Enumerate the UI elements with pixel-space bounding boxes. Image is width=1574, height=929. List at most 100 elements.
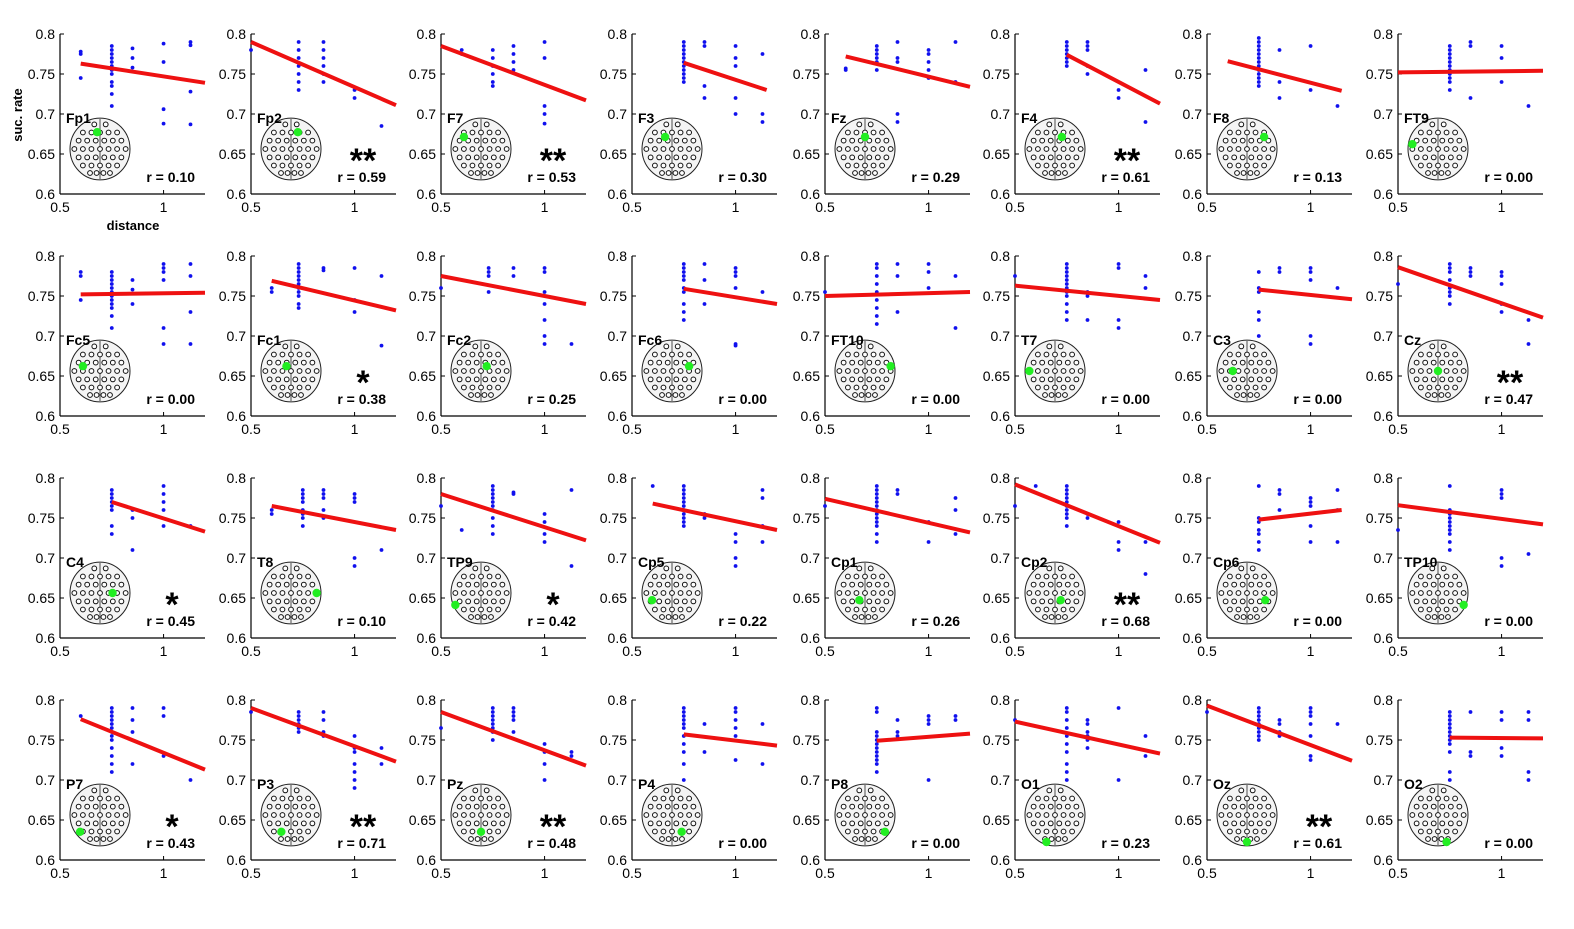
electrode-marker-icon <box>870 162 877 169</box>
y-tick-label: 0.7 <box>608 772 628 788</box>
data-point <box>681 76 686 80</box>
electrode-marker-icon <box>109 137 116 144</box>
data-point <box>321 56 326 60</box>
electrode-marker-icon <box>1043 606 1050 613</box>
electrode-marker-icon <box>305 129 312 136</box>
data-point <box>321 492 326 496</box>
electrode-marker-icon <box>474 392 481 398</box>
electrode-label: Fc6 <box>638 332 662 348</box>
electrode-marker-icon <box>483 121 490 128</box>
electrode-marker-icon <box>469 828 476 835</box>
electrode-marker-icon <box>677 606 684 613</box>
electrode-marker-icon <box>883 820 890 827</box>
electrode-marker-icon <box>1073 154 1080 161</box>
data-point <box>1335 488 1340 492</box>
data-point <box>249 710 253 714</box>
electrode-marker-icon <box>461 384 467 391</box>
significance-stars: ** <box>540 142 567 180</box>
electrode-marker-icon <box>853 384 860 391</box>
fit-line <box>1014 482 1161 545</box>
electrode-marker-icon <box>478 606 484 613</box>
fit-line <box>271 504 397 532</box>
data-point <box>296 278 301 282</box>
data-point <box>439 286 443 290</box>
electrode-marker-icon <box>1261 368 1267 374</box>
y-tick-label: 0.7 <box>801 328 821 344</box>
data-point <box>895 112 900 116</box>
data-point <box>874 266 879 270</box>
highlighted-electrode-icon <box>855 596 864 605</box>
data-point <box>681 290 686 294</box>
electrode-marker-icon <box>495 351 502 358</box>
data-point <box>296 294 301 298</box>
electrode-marker-icon <box>669 351 675 358</box>
electrode-marker-icon <box>1235 384 1242 391</box>
electrode-marker-icon <box>1443 368 1450 374</box>
data-point <box>109 734 114 738</box>
data-point <box>1447 520 1452 524</box>
data-point <box>760 496 765 500</box>
electrode-marker-icon <box>643 146 650 152</box>
electrode-marker-icon <box>686 162 692 169</box>
electrode-marker-icon <box>293 121 300 128</box>
electrode-marker-icon <box>1064 820 1071 827</box>
electrode-marker-icon <box>296 146 303 152</box>
data-point <box>1064 262 1069 266</box>
highlighted-electrode-icon <box>1056 596 1065 605</box>
data-point <box>895 60 900 64</box>
data-point <box>1335 286 1340 290</box>
electrode-marker-icon <box>1413 803 1420 810</box>
electrode-marker-icon <box>836 368 843 374</box>
data-point <box>760 488 765 492</box>
electrode-marker-icon <box>1239 154 1246 161</box>
electrode-marker-icon <box>1248 598 1255 605</box>
electrode-marker-icon <box>1052 146 1058 152</box>
electrode-marker-icon <box>80 606 86 613</box>
highlighted-electrode-icon <box>451 600 460 610</box>
electrode-marker-icon <box>857 803 864 810</box>
x-tick-label: 1 <box>541 421 549 437</box>
electrode-marker-icon <box>88 812 95 818</box>
data-point <box>1468 96 1473 100</box>
electrode-marker-icon <box>271 606 277 613</box>
data-point <box>681 512 686 516</box>
data-point <box>269 508 274 512</box>
electrode-marker-icon <box>92 820 99 827</box>
electrode-marker-icon <box>879 129 885 136</box>
data-point <box>874 306 879 310</box>
data-point <box>296 730 301 734</box>
data-point <box>542 56 547 60</box>
electrode-marker-icon <box>1460 368 1467 374</box>
electrode-marker-icon <box>300 359 307 366</box>
data-point <box>130 762 135 766</box>
data-point <box>296 718 301 722</box>
r-value-label: r = 0.29 <box>911 169 960 185</box>
highlighted-electrode-icon <box>282 362 291 371</box>
data-point <box>702 722 707 726</box>
electrode-marker-icon <box>1043 129 1050 136</box>
electrode-marker-icon <box>87 836 93 842</box>
electrode-marker-icon <box>879 162 885 169</box>
electrode-marker-icon <box>866 154 873 161</box>
electrode-marker-icon <box>97 162 103 169</box>
data-point <box>161 500 166 504</box>
electrode-marker-icon <box>1239 359 1246 366</box>
y-tick-label: 0.65 <box>983 146 1010 162</box>
data-point <box>352 564 357 568</box>
data-point <box>379 762 384 766</box>
y-tick-label: 0.75 <box>600 66 627 82</box>
electrode-marker-icon <box>300 376 307 383</box>
electrode-marker-icon <box>456 154 463 161</box>
data-point <box>1447 548 1452 552</box>
electrode-marker-icon <box>1456 376 1463 383</box>
data-point <box>1308 524 1313 528</box>
electrode-marker-icon <box>1430 376 1437 383</box>
data-point <box>1499 282 1504 286</box>
electrode-marker-icon <box>1413 154 1420 161</box>
r-value-label: r = 0.10 <box>337 613 386 629</box>
data-point <box>874 56 879 60</box>
electrode-marker-icon <box>275 820 282 827</box>
